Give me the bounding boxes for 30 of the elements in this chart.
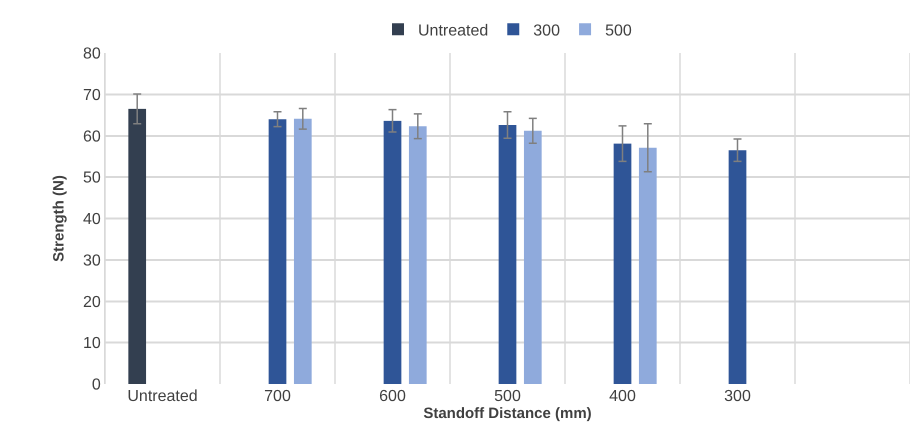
x-tick-label: 600 — [379, 388, 406, 405]
y-tick-label: 60 — [83, 128, 101, 146]
y-tick-label: 50 — [83, 170, 101, 187]
bar — [384, 120, 402, 384]
bar — [728, 150, 746, 384]
bar — [128, 108, 146, 384]
y-axis-title: Strength (N) — [50, 175, 68, 262]
bar — [408, 126, 427, 384]
bar — [294, 118, 312, 384]
legend-label: 300 — [533, 22, 560, 40]
y-tick-label: 40 — [83, 211, 101, 228]
legend-label: Untreated — [418, 22, 488, 40]
x-tick-label: 300 — [724, 388, 751, 405]
y-tick-label: 70 — [83, 86, 101, 104]
x-tick-label: 500 — [494, 388, 521, 405]
x-axis-title: Standoff Distance (mm) — [423, 405, 592, 422]
x-tick-label: Untreated — [127, 388, 198, 405]
bar — [638, 148, 657, 384]
bar — [268, 119, 286, 384]
y-tick-label: 10 — [83, 335, 101, 352]
x-tick-label: 700 — [264, 388, 291, 405]
y-tick-label: 80 — [83, 46, 101, 63]
legend-label: 500 — [605, 22, 632, 40]
y-tick-label: 0 — [92, 376, 101, 394]
y-tick-label: 20 — [83, 294, 101, 311]
x-tick-label: 400 — [609, 388, 636, 405]
bar — [614, 144, 632, 384]
bar — [498, 124, 516, 384]
bar — [524, 130, 542, 384]
y-tick-label: 30 — [83, 252, 101, 270]
